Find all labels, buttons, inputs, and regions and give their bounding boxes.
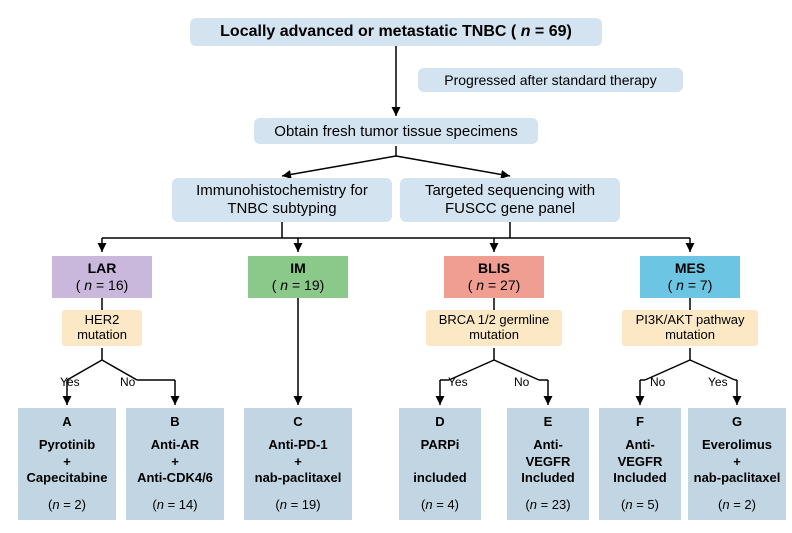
pi3k-l1: PI3K/AKT pathway bbox=[628, 313, 752, 328]
brca-yes: Yes bbox=[448, 375, 468, 389]
tx-f: F Anti- VEGFR Included (n = 5) bbox=[599, 408, 681, 520]
tx-c-l1: Anti-PD-1 bbox=[244, 437, 352, 454]
tx-g-l1: Everolimus bbox=[688, 437, 786, 454]
im-label: IM bbox=[248, 260, 348, 278]
mutation-brca: BRCA 1/2 germline mutation bbox=[426, 310, 562, 346]
brca-no: No bbox=[514, 375, 529, 389]
subtype-lar: LAR ( n = 16) bbox=[52, 256, 152, 298]
specimen-text: Obtain fresh tumor tissue specimens bbox=[260, 123, 532, 140]
subtype-mes: MES ( n = 7) bbox=[640, 256, 740, 298]
ihc-line1: Immunohistochemistry for bbox=[178, 182, 386, 200]
pi3k-l2: mutation bbox=[628, 328, 752, 343]
seq-box: Targeted sequencing with FUSCC gene pane… bbox=[400, 178, 620, 222]
her2-l1: HER2 bbox=[68, 313, 136, 328]
tx-e-letter: E bbox=[507, 414, 589, 431]
pi3k-yes: Yes bbox=[708, 375, 728, 389]
tx-b-l3: Anti-CDK4/6 bbox=[126, 470, 224, 487]
progressed-box: Progressed after standard therapy bbox=[418, 68, 683, 92]
seq-line1: Targeted sequencing with bbox=[406, 182, 614, 200]
im-n: ( n = 19) bbox=[248, 277, 348, 295]
subtype-im: IM ( n = 19) bbox=[248, 256, 348, 298]
root-text: Locally advanced or metastatic TNBC ( n … bbox=[198, 23, 594, 41]
tx-b: B Anti-AR + Anti-CDK4/6 (n = 14) bbox=[126, 408, 224, 520]
tx-c-letter: C bbox=[244, 414, 352, 431]
lar-label: LAR bbox=[52, 260, 152, 278]
tx-g-l2: + bbox=[688, 454, 786, 471]
tx-c-l2: + bbox=[244, 454, 352, 471]
tx-a-l1: Pyrotinib bbox=[18, 437, 116, 454]
tx-f-l3: Included bbox=[599, 470, 681, 487]
blis-n: ( n = 27) bbox=[444, 277, 544, 295]
tx-c-n: (n = 19) bbox=[244, 497, 352, 514]
lar-n: ( n = 16) bbox=[52, 277, 152, 295]
mes-label: MES bbox=[640, 260, 740, 278]
brca-l1: BRCA 1/2 germline bbox=[432, 313, 556, 328]
tx-g-l3: nab-paclitaxel bbox=[688, 470, 786, 487]
tx-d: D PARPi included (n = 4) bbox=[399, 408, 481, 520]
tx-f-l1: Anti- bbox=[599, 437, 681, 454]
tx-e-l3: Included bbox=[507, 470, 589, 487]
ihc-box: Immunohistochemistry for TNBC subtyping bbox=[172, 178, 392, 222]
tx-e-l2: VEGFR bbox=[507, 454, 589, 471]
mutation-pi3k: PI3K/AKT pathway mutation bbox=[622, 310, 758, 346]
tx-c: C Anti-PD-1 + nab-paclitaxel (n = 19) bbox=[244, 408, 352, 520]
her2-l2: mutation bbox=[68, 328, 136, 343]
mutation-her2: HER2 mutation bbox=[62, 310, 142, 346]
her2-yes: Yes bbox=[60, 375, 80, 389]
pi3k-no: No bbox=[650, 375, 665, 389]
tx-d-l3: included bbox=[399, 470, 481, 487]
tx-g-n: (n = 2) bbox=[688, 497, 786, 514]
brca-l2: mutation bbox=[432, 328, 556, 343]
tx-f-letter: F bbox=[599, 414, 681, 431]
tx-b-l2: + bbox=[126, 454, 224, 471]
tx-d-n: (n = 4) bbox=[399, 497, 481, 514]
tx-b-n: (n = 14) bbox=[126, 497, 224, 514]
tx-b-letter: B bbox=[126, 414, 224, 431]
tx-g-letter: G bbox=[688, 414, 786, 431]
ihc-line2: TNBC subtyping bbox=[178, 200, 386, 218]
tx-a-letter: A bbox=[18, 414, 116, 431]
tx-e: E Anti- VEGFR Included (n = 23) bbox=[507, 408, 589, 520]
tx-c-l3: nab-paclitaxel bbox=[244, 470, 352, 487]
tx-a-n: (n = 2) bbox=[18, 497, 116, 514]
seq-line2: FUSCC gene panel bbox=[406, 200, 614, 218]
tx-e-n: (n = 23) bbox=[507, 497, 589, 514]
tx-e-l1: Anti- bbox=[507, 437, 589, 454]
tx-a-l2: + bbox=[18, 454, 116, 471]
tx-g: G Everolimus + nab-paclitaxel (n = 2) bbox=[688, 408, 786, 520]
blis-label: BLIS bbox=[444, 260, 544, 278]
her2-no: No bbox=[120, 375, 135, 389]
tx-d-letter: D bbox=[399, 414, 481, 431]
tx-b-l1: Anti-AR bbox=[126, 437, 224, 454]
tx-d-l1: PARPi bbox=[399, 437, 481, 454]
tx-a-l3: Capecitabine bbox=[18, 470, 116, 487]
tx-f-l2: VEGFR bbox=[599, 454, 681, 471]
mes-n: ( n = 7) bbox=[640, 277, 740, 295]
root-box: Locally advanced or metastatic TNBC ( n … bbox=[190, 18, 602, 46]
tx-f-n: (n = 5) bbox=[599, 497, 681, 514]
tx-a: A Pyrotinib + Capecitabine (n = 2) bbox=[18, 408, 116, 520]
specimen-box: Obtain fresh tumor tissue specimens bbox=[254, 118, 538, 144]
subtype-blis: BLIS ( n = 27) bbox=[444, 256, 544, 298]
progressed-text: Progressed after standard therapy bbox=[424, 72, 677, 88]
